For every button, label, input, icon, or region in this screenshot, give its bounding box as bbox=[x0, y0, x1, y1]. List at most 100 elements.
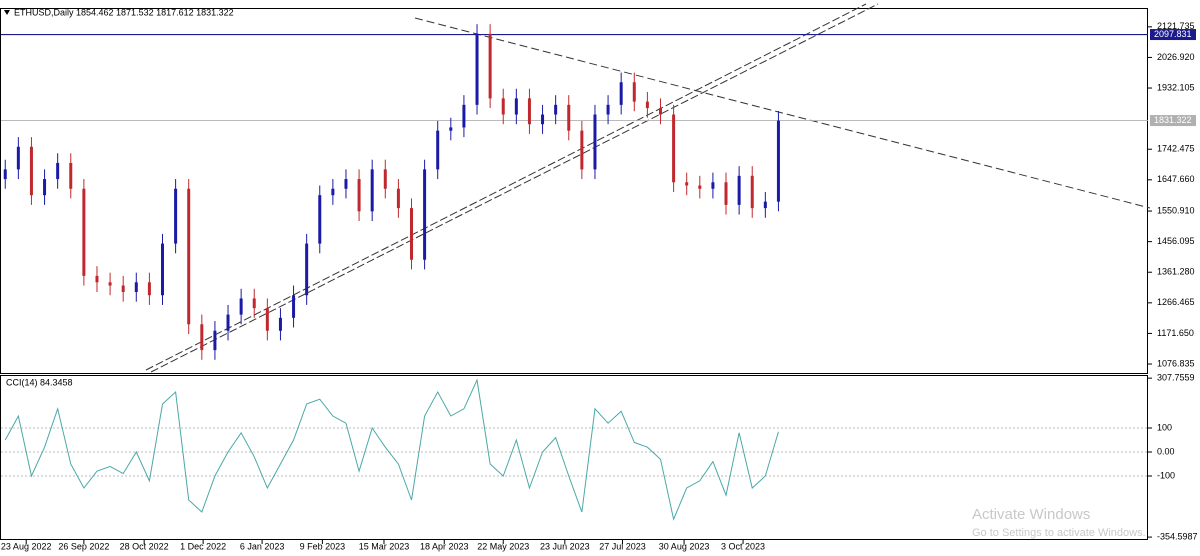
candle-body bbox=[514, 98, 518, 115]
candle-body bbox=[409, 208, 413, 260]
candle-body bbox=[56, 162, 60, 180]
candle-body bbox=[318, 195, 322, 244]
price-frame bbox=[0, 8, 1148, 374]
candle-body bbox=[737, 175, 741, 205]
candle-body bbox=[619, 82, 623, 105]
candle-body bbox=[541, 114, 545, 125]
watermark-title: Activate Windows bbox=[972, 506, 1090, 523]
x-tick-label: 27 Jul 2023 bbox=[599, 541, 646, 551]
candle-body bbox=[501, 98, 505, 115]
x-tick-label: 15 Mar 2023 bbox=[359, 541, 410, 551]
candle-body bbox=[226, 314, 230, 331]
x-tick-label: 22 May 2023 bbox=[477, 541, 529, 551]
candle-body bbox=[593, 114, 597, 170]
y-tick-label: 1647.660 bbox=[1157, 174, 1195, 184]
indicator-title: CCI(14) 84.3458 bbox=[6, 377, 73, 387]
candle-body bbox=[121, 285, 125, 293]
y-tick-label: -354.5987 bbox=[1157, 531, 1198, 541]
candle-body bbox=[174, 188, 178, 244]
candle-body bbox=[147, 282, 151, 296]
candle-body bbox=[95, 275, 99, 283]
candle-body bbox=[436, 130, 440, 170]
candle-body bbox=[672, 114, 676, 183]
y-tick-label: 1361.280 bbox=[1157, 267, 1195, 277]
x-tick-label: 30 Aug 2023 bbox=[659, 541, 710, 551]
candle-body bbox=[69, 162, 73, 189]
candle-body bbox=[331, 188, 335, 196]
candle-body bbox=[213, 330, 217, 351]
candle-body bbox=[475, 33, 479, 105]
price-label-box bbox=[1150, 29, 1196, 41]
candle-body bbox=[265, 308, 269, 331]
x-tick-label: 9 Feb 2023 bbox=[300, 541, 346, 551]
candle-body bbox=[43, 179, 47, 196]
x-tick-label: 28 Oct 2022 bbox=[120, 541, 169, 551]
y-tick-label: 1456.095 bbox=[1157, 236, 1195, 246]
x-tick-label: 1 Dec 2022 bbox=[180, 541, 226, 551]
candle-body bbox=[711, 182, 715, 189]
y-tick-label: 2121.735 bbox=[1157, 21, 1195, 31]
x-tick-label: 18 Apr 2023 bbox=[420, 541, 469, 551]
candle-body bbox=[357, 179, 361, 212]
candle-body bbox=[278, 317, 282, 331]
x-tick-label: 3 Oct 2023 bbox=[721, 541, 765, 551]
candle-body bbox=[239, 298, 243, 315]
menu-arrow bbox=[4, 10, 10, 15]
y-tick-label: 1076.835 bbox=[1157, 358, 1195, 368]
x-tick-label: 23 Jun 2023 bbox=[540, 541, 590, 551]
candle-body bbox=[108, 282, 112, 286]
y-tick-label: 1171.650 bbox=[1157, 328, 1194, 338]
cci-frame bbox=[0, 375, 1148, 540]
candle-body bbox=[750, 175, 754, 209]
candle-body bbox=[82, 188, 86, 276]
candle-body bbox=[449, 127, 453, 131]
watermark-subtitle: Go to Settings to activate Windows. bbox=[972, 527, 1146, 539]
candle-body bbox=[292, 295, 296, 318]
candle-body bbox=[567, 104, 571, 131]
candle-body bbox=[305, 243, 309, 296]
y-tick-label: 1742.475 bbox=[1157, 144, 1195, 154]
candle-body bbox=[554, 104, 558, 115]
candle-body bbox=[3, 169, 7, 180]
y-tick-label: 1266.465 bbox=[1157, 297, 1195, 307]
candle-body bbox=[776, 120, 780, 202]
y-tick-label: 1932.105 bbox=[1157, 82, 1195, 92]
candle-body bbox=[383, 169, 387, 189]
candle-body bbox=[161, 243, 165, 296]
cci-line bbox=[4, 378, 779, 521]
candle-body bbox=[187, 188, 191, 325]
price-label: 2097.831 bbox=[1154, 29, 1192, 39]
candle-body bbox=[580, 130, 584, 170]
price-label-box bbox=[1150, 115, 1196, 127]
y-tick-label: 100 bbox=[1157, 422, 1172, 432]
candle-body bbox=[632, 82, 636, 102]
candle-body bbox=[685, 182, 689, 186]
trendline bbox=[414, 17, 1151, 209]
chart-title: ETHUSD,Daily 1854.462 1871.532 1817.612 … bbox=[14, 7, 234, 17]
candle-body bbox=[527, 98, 531, 125]
candle-body bbox=[423, 169, 427, 260]
candle-body bbox=[29, 146, 33, 196]
x-tick-label: 23 Aug 2022 bbox=[1, 541, 52, 551]
candle-body bbox=[488, 33, 492, 99]
candle-body bbox=[396, 188, 400, 209]
candle-body bbox=[606, 104, 610, 115]
price-label: 1831.322 bbox=[1154, 115, 1192, 125]
candle-body bbox=[252, 298, 256, 309]
x-tick-label: 26 Sep 2022 bbox=[58, 541, 109, 551]
candle-body bbox=[370, 169, 374, 212]
y-tick-label: 2026.920 bbox=[1157, 52, 1195, 62]
candle-body bbox=[645, 101, 649, 109]
candle-body bbox=[658, 108, 662, 115]
y-tick-label: 0.00 bbox=[1157, 446, 1175, 456]
candle-body bbox=[698, 185, 702, 189]
candle-body bbox=[200, 324, 204, 351]
candle-body bbox=[724, 182, 728, 205]
y-tick-label: -100 bbox=[1157, 470, 1175, 480]
candle-body bbox=[16, 146, 20, 170]
trendline bbox=[150, 3, 879, 373]
y-tick-label: 1550.910 bbox=[1157, 205, 1195, 215]
candle-body bbox=[462, 104, 466, 128]
candle-body bbox=[344, 179, 348, 189]
